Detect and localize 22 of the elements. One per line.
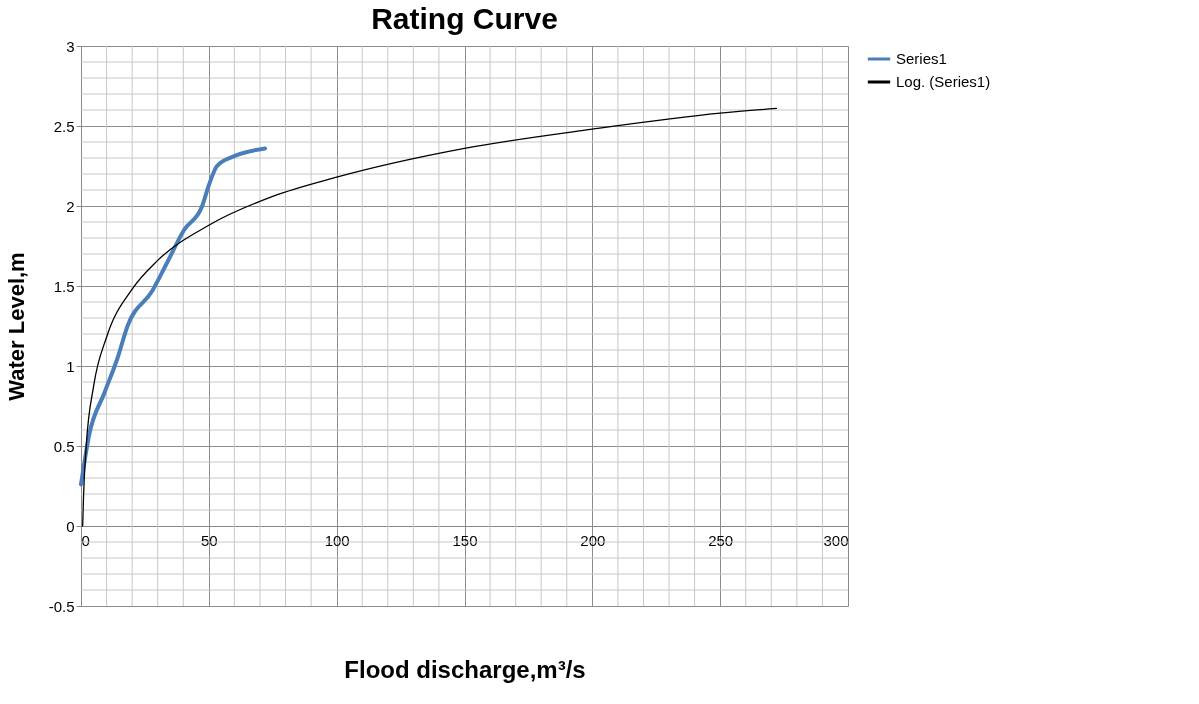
- x-tick-label: 50: [200, 531, 218, 549]
- x-tick-label: 100: [324, 531, 350, 549]
- y-tick-label: -0.5: [48, 597, 75, 615]
- x-tick-label: 250: [708, 531, 734, 549]
- y-tick-label: 3: [66, 37, 75, 55]
- y-axis-title: Water Level,m: [3, 252, 29, 401]
- y-tick-label: 0: [66, 517, 75, 535]
- y-tick-label: 0.5: [53, 437, 75, 455]
- x-tick-label: 150: [452, 531, 478, 549]
- x-axis-title: Flood discharge,m³/s: [344, 655, 586, 683]
- chart-title: Rating Curve: [371, 2, 558, 35]
- y-tick-label: 1.5: [53, 277, 75, 295]
- line-series: [79, 146, 268, 487]
- x-tick-label: 200: [580, 531, 606, 549]
- y-tick-label: 2.5: [53, 117, 75, 135]
- y-tick-label: 1: [66, 357, 75, 375]
- legend-label: Log. (Series1): [896, 73, 991, 90]
- y-tick-label: 2: [66, 197, 75, 215]
- x-tick-label: 0: [81, 531, 90, 549]
- x-tick-label: 300: [823, 531, 849, 549]
- legend-label: Series1: [896, 50, 947, 67]
- line-series: [82, 107, 778, 527]
